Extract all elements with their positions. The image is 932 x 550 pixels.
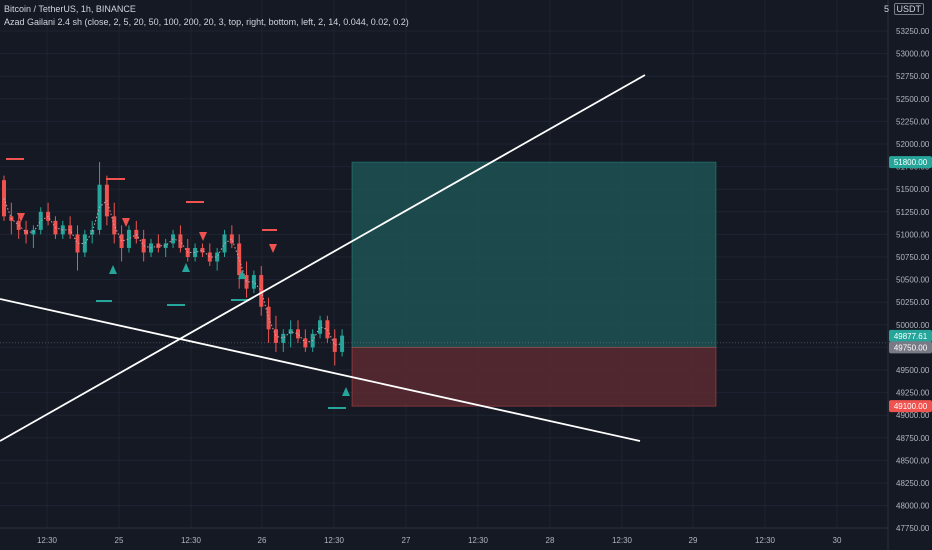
price-label-box [889, 156, 932, 169]
y-tick-label: 53000.00 [896, 50, 930, 59]
x-tick-label: 12:30 [755, 536, 776, 545]
candle-body [332, 338, 337, 352]
candle-body [207, 252, 212, 262]
candle-body [38, 211, 43, 230]
y-tick-label: 50500.00 [896, 276, 930, 285]
candle-body [266, 306, 271, 330]
candle-body [200, 247, 205, 253]
falling-trendline [0, 298, 641, 442]
candle-body [24, 229, 29, 235]
candle-body [229, 234, 234, 244]
candle-body [273, 329, 278, 343]
price-label-text: 49100.00 [894, 402, 928, 411]
candle-body [318, 320, 323, 334]
x-tick-label: 12:30 [468, 536, 489, 545]
candle-body [82, 234, 87, 253]
candle-body [288, 329, 293, 334]
buy-signal-marker [238, 270, 246, 279]
x-tick-label: 12:30 [612, 536, 633, 545]
y-tick-label: 48750.00 [896, 434, 930, 443]
x-tick-label: 28 [546, 536, 555, 545]
price-label-text: 49877.61 [894, 332, 928, 341]
y-tick-label: 50750.00 [896, 253, 930, 262]
candle-body [163, 243, 168, 248]
scale-count: 5 [883, 4, 889, 14]
y-tick-label: 50250.00 [896, 298, 930, 307]
y-tick-label: 48250.00 [896, 479, 930, 488]
candle-body [296, 329, 300, 339]
candle-body [90, 229, 95, 235]
candle-body [244, 275, 249, 289]
price-label-box [889, 341, 932, 354]
y-tick-label: 49000.00 [896, 411, 930, 420]
sell-signal-marker [199, 232, 207, 241]
price-label-box [889, 329, 932, 342]
symbol-title: Bitcoin / TetherUS, 1h, BINANCE [4, 4, 136, 14]
x-tick-label: 26 [258, 536, 267, 545]
candle-body [251, 275, 256, 289]
currency-label: USDT [893, 3, 924, 15]
y-tick-label: 52250.00 [896, 117, 930, 126]
sell-signal-marker [269, 244, 277, 253]
candle-body [119, 234, 124, 248]
candle-body [178, 234, 183, 248]
buy-signal-marker [182, 263, 190, 272]
sell-signal-marker [122, 218, 130, 227]
y-tick-label: 51500.00 [896, 185, 930, 194]
y-tick-label: 51250.00 [896, 208, 930, 217]
moving-average-line [3, 198, 343, 346]
x-tick-label: 12:30 [37, 536, 58, 545]
x-tick-label: 12:30 [324, 536, 345, 545]
y-tick-label: 50000.00 [896, 321, 930, 330]
y-tick-label: 53250.00 [896, 27, 930, 36]
y-tick-label: 52750.00 [896, 72, 930, 81]
x-tick-label: 27 [402, 536, 411, 545]
candle-body [68, 225, 73, 235]
y-tick-label: 49500.00 [896, 366, 930, 375]
candle-body [75, 234, 80, 253]
candle-body [215, 252, 220, 262]
y-tick-label: 48500.00 [896, 456, 930, 465]
indicator-legend[interactable]: Azad Gailani 2.4 sh (close, 2, 5, 20, 50… [4, 17, 409, 27]
profit-zone [351, 161, 717, 348]
candle-body [112, 216, 117, 235]
candle-body [237, 243, 242, 276]
y-tick-label: 52500.00 [896, 95, 930, 104]
y-tick-label: 52000.00 [896, 140, 930, 149]
price-label-text: 49750.00 [894, 343, 928, 352]
x-tick-label: 29 [689, 536, 698, 545]
candle-body [141, 238, 146, 253]
candle-body [281, 333, 286, 343]
price-label-text: 51800.00 [894, 158, 928, 167]
loss-zone [351, 346, 717, 407]
y-tick-label: 47750.00 [896, 524, 930, 533]
sell-signal-marker [17, 213, 25, 222]
y-tick-label: 49250.00 [896, 389, 930, 398]
candle-body [126, 229, 131, 248]
y-tick-label: 51000.00 [896, 230, 930, 239]
x-tick-label: 25 [115, 536, 124, 545]
candle-body [193, 247, 198, 257]
y-tick-label: 48000.00 [896, 502, 930, 511]
rising-trendline [0, 74, 646, 442]
x-tick-label: 12:30 [181, 536, 202, 545]
buy-signal-marker [342, 387, 350, 396]
currency-selector[interactable]: 5 USDT [883, 3, 924, 15]
candle-body [325, 320, 330, 339]
candle-body [259, 275, 264, 307]
price-label-box [889, 400, 932, 413]
x-tick-label: 30 [833, 536, 842, 545]
buy-signal-marker [109, 265, 117, 274]
candle-body [31, 229, 36, 235]
